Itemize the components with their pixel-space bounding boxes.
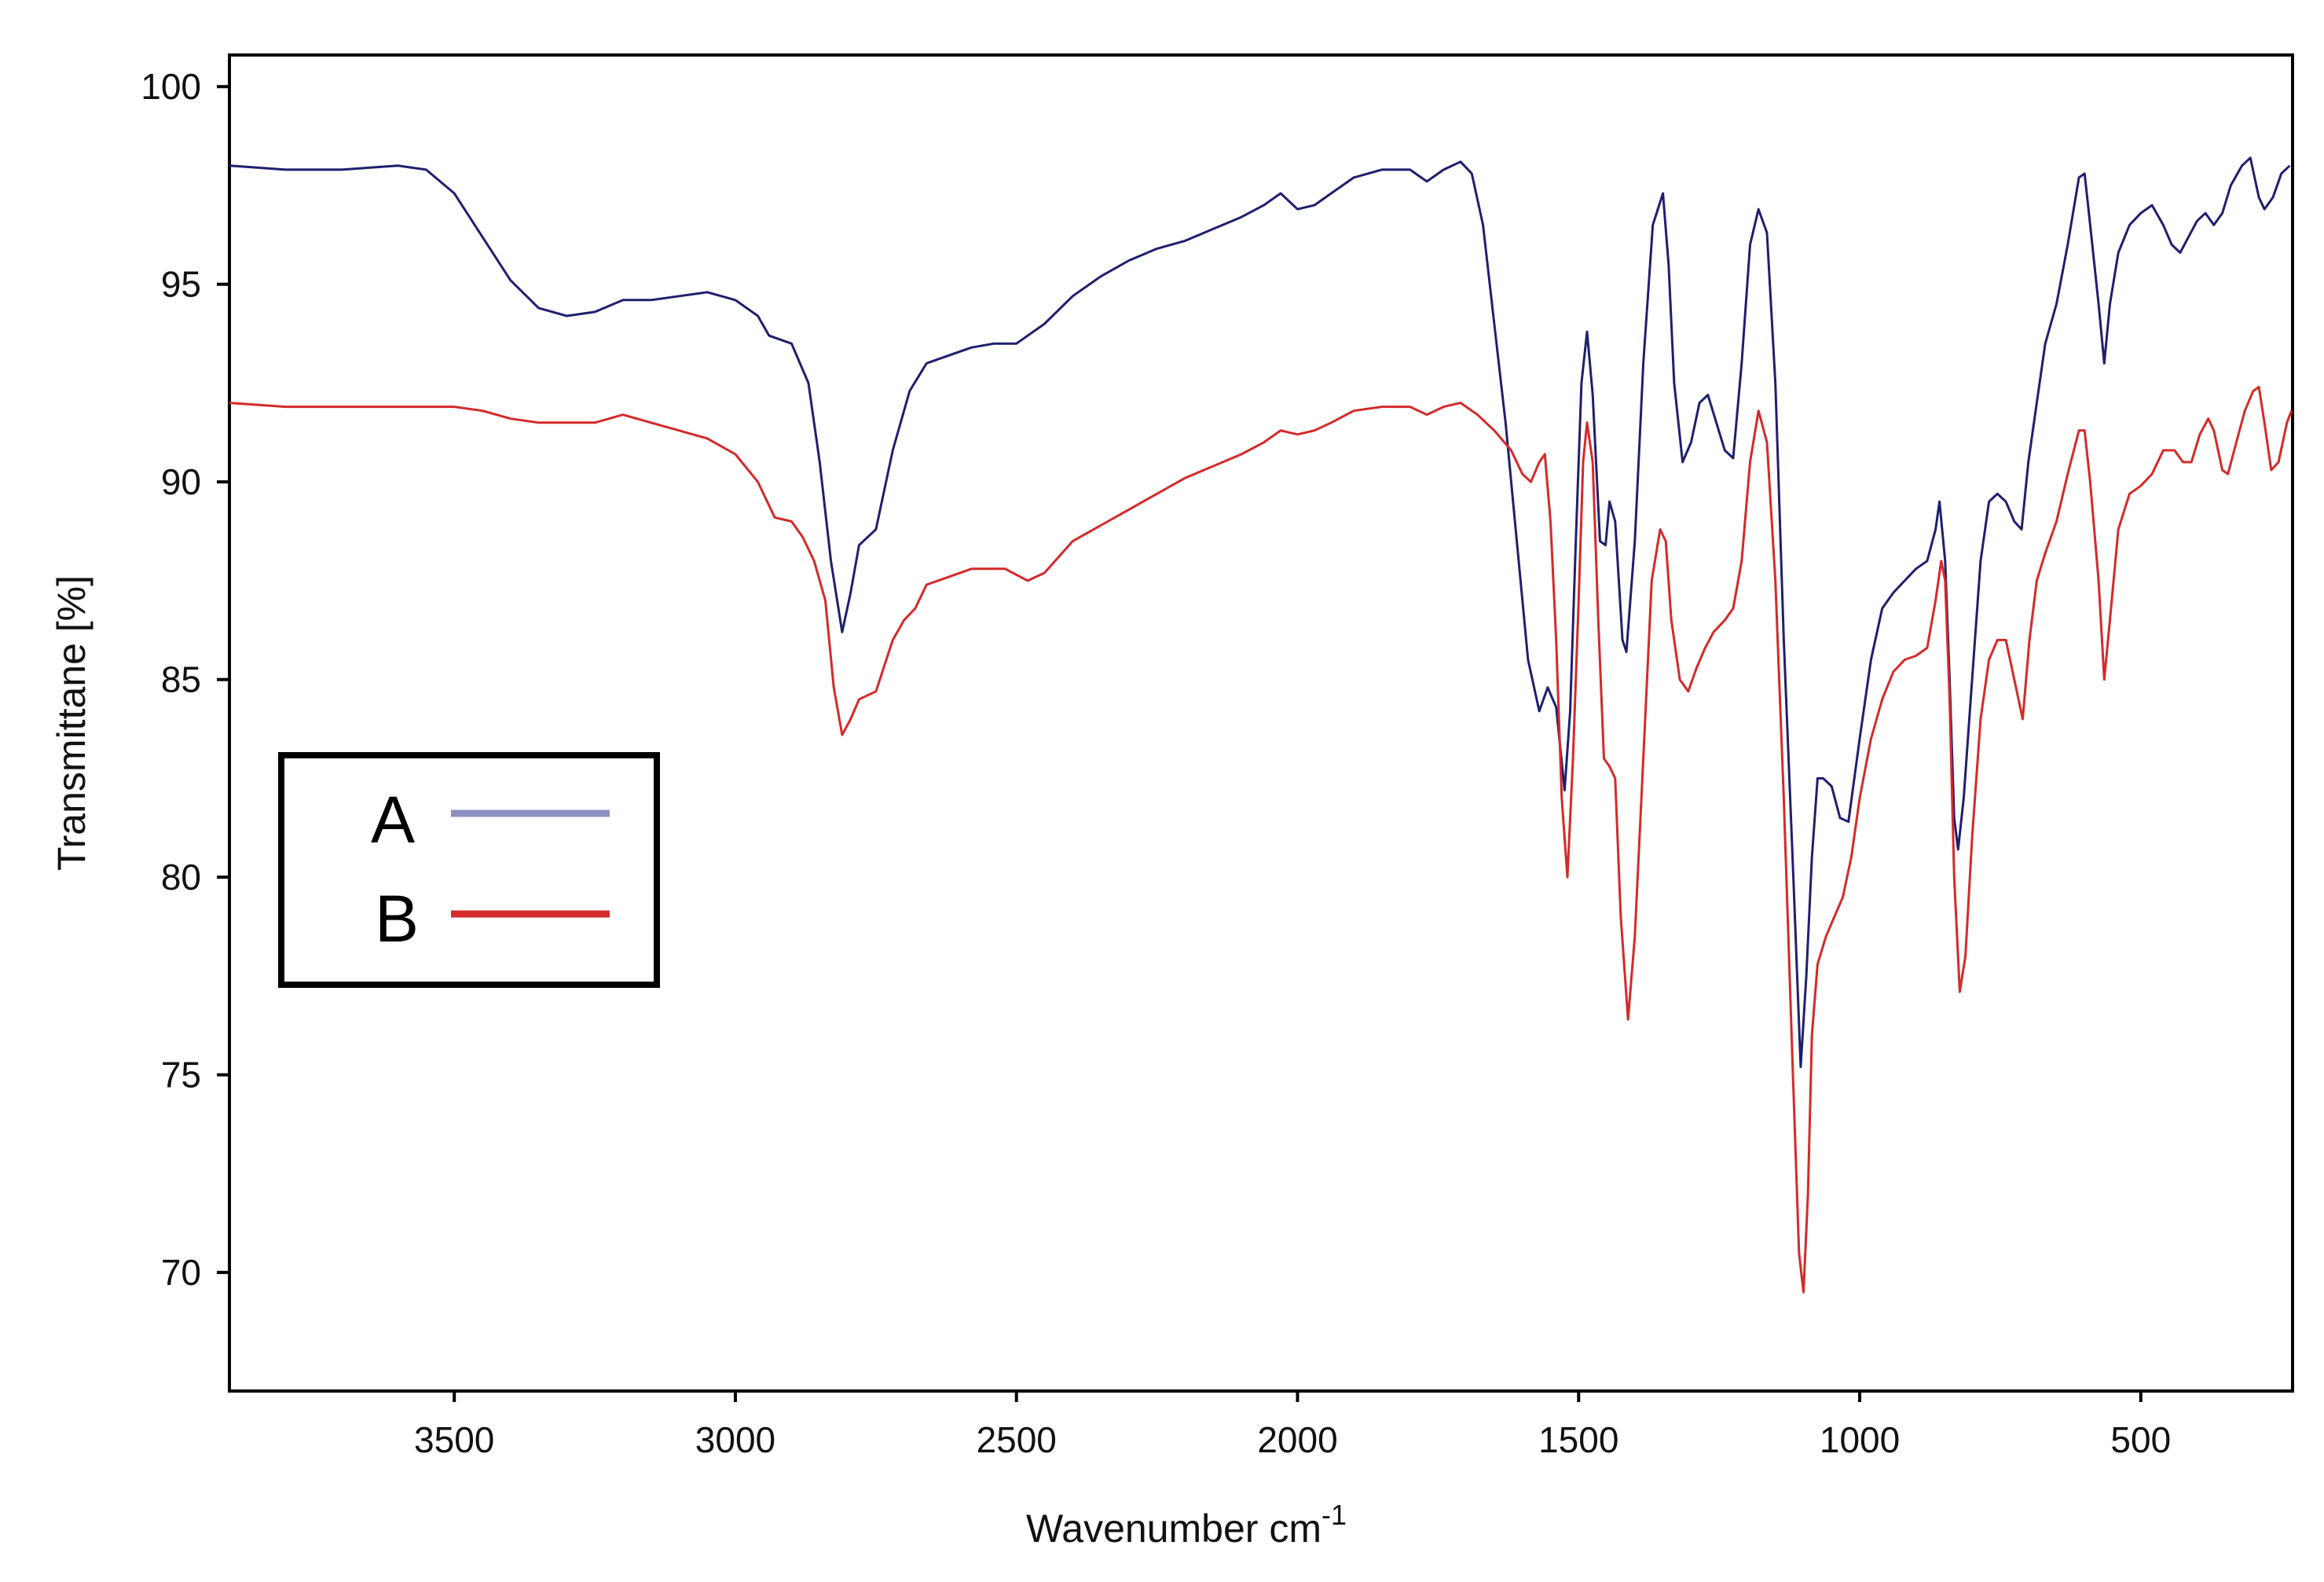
y-tick-label: 75 <box>161 1055 201 1096</box>
x-axis-title-superscript: -1 <box>1321 1499 1347 1531</box>
x-tick-label: 2000 <box>1257 1419 1337 1460</box>
x-tick-label: 3000 <box>695 1419 775 1460</box>
y-axis-title: Transmittane [%] <box>49 575 93 871</box>
y-tick-label: 95 <box>161 264 201 305</box>
x-axis-title-text: Wavenumber cm <box>1026 1507 1321 1551</box>
legend-label-a: A <box>371 783 415 857</box>
series-b-line <box>229 386 2293 1294</box>
x-tick-label: 2500 <box>977 1419 1057 1460</box>
legend: A B <box>278 752 660 988</box>
x-tick-label: 3500 <box>414 1419 494 1460</box>
legend-box <box>278 752 660 988</box>
plot-area-frame <box>228 53 2294 1393</box>
x-tick-label: 1000 <box>1820 1419 1900 1460</box>
y-tick-label: 70 <box>161 1252 201 1293</box>
x-tick-label: 1500 <box>1538 1419 1618 1460</box>
x-axis-title: Wavenumber cm-1 <box>1026 1499 1347 1551</box>
series-a-line <box>229 156 2291 1069</box>
x-axis-ticks: 3500 3000 2500 2000 1500 1000 500 <box>414 1391 2171 1460</box>
y-tick-label: 100 <box>141 66 201 107</box>
y-axis-ticks: 70 75 80 85 90 95 100 <box>141 66 229 1293</box>
y-tick-label: 90 <box>161 461 201 502</box>
legend-label-b: B <box>375 882 419 956</box>
y-tick-label: 85 <box>161 659 201 700</box>
y-tick-label: 80 <box>161 857 201 897</box>
x-tick-label: 500 <box>2110 1419 2171 1460</box>
